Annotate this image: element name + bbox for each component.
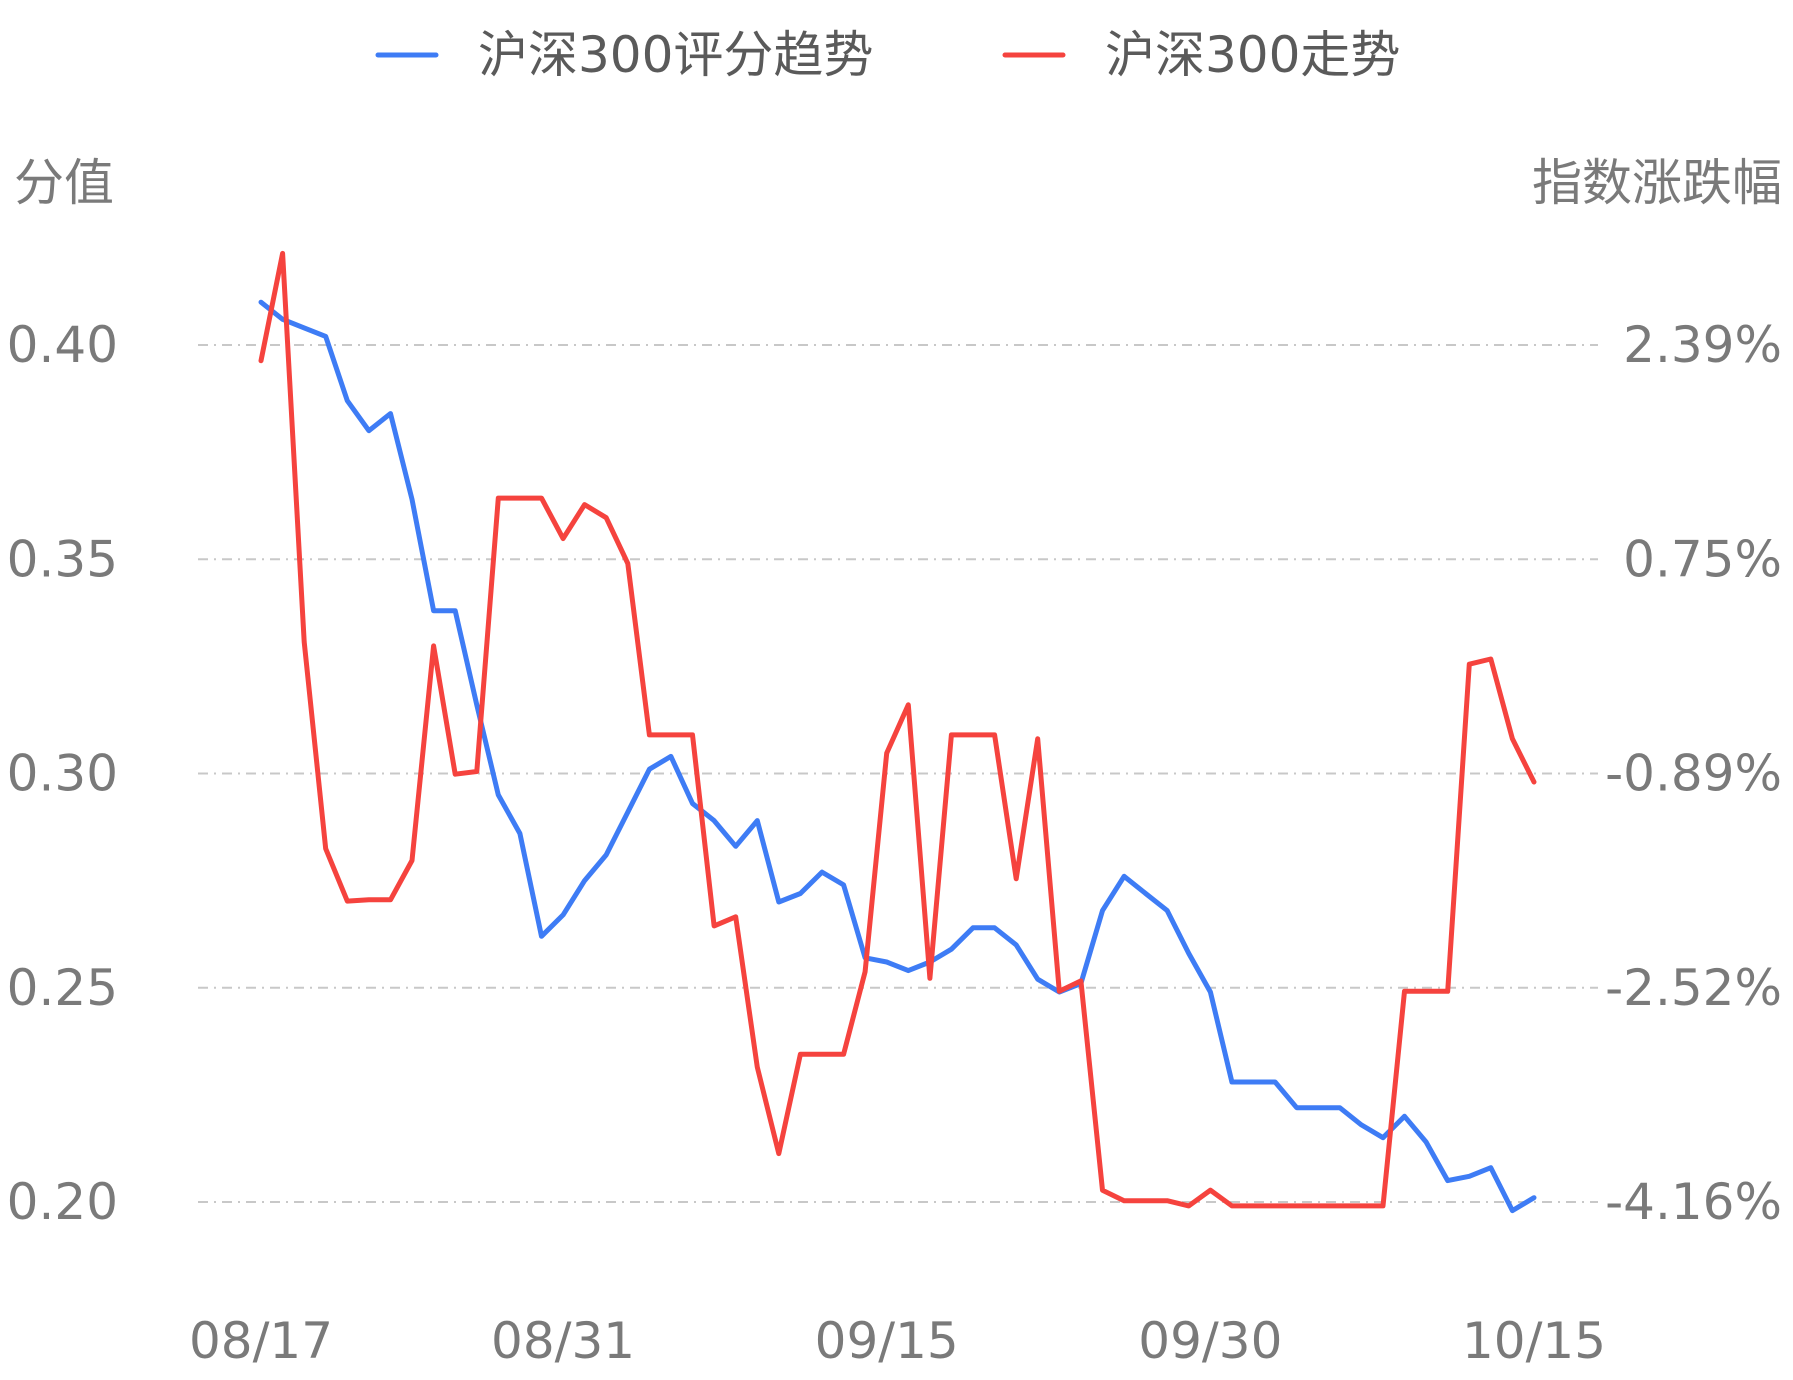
series-line-score (258, 299, 1537, 1214)
y-right-axis-title: 指数涨跌幅 (1532, 154, 1782, 212)
y-right-tick-label: -2.52% (1605, 959, 1782, 1017)
y-right-tick-label: -0.89% (1605, 745, 1782, 803)
legend-label-index: 沪深300走势 (1105, 26, 1400, 84)
x-tick-label: 09/15 (815, 1312, 959, 1370)
y-left-tick-label: 0.30 (7, 745, 118, 803)
x-tick-label: 08/17 (189, 1312, 333, 1370)
series-line-index (258, 250, 1537, 1209)
y-right-tick-label: -4.16% (1605, 1173, 1782, 1231)
y-left-tick-label: 0.35 (7, 530, 118, 588)
series-lines (258, 250, 1537, 1214)
x-tick-labels: 08/17 08/31 09/15 09/30 10/15 (189, 1312, 1606, 1370)
y-left-tick-labels: 0.40 0.35 0.30 0.25 0.20 (7, 316, 118, 1231)
y-right-tick-label: 2.39% (1623, 316, 1782, 374)
x-tick-label: 09/30 (1138, 1312, 1282, 1370)
y-right-tick-label: 0.75% (1623, 530, 1782, 588)
y-left-tick-label: 0.40 (7, 316, 118, 374)
y-left-tick-label: 0.20 (7, 1173, 118, 1231)
y-right-tick-labels: 2.39% 0.75% -0.89% -2.52% -4.16% (1605, 316, 1782, 1231)
x-tick-label: 08/31 (491, 1312, 635, 1370)
legend-label-score: 沪深300评分趋势 (478, 26, 873, 84)
x-tick-label: 10/15 (1462, 1312, 1606, 1370)
y-left-axis-title: 分值 (14, 154, 114, 212)
grid-lines (198, 344, 1598, 1203)
legend: 沪深300评分趋势 沪深300走势 (375, 26, 1400, 84)
y-left-tick-label: 0.25 (7, 959, 118, 1017)
